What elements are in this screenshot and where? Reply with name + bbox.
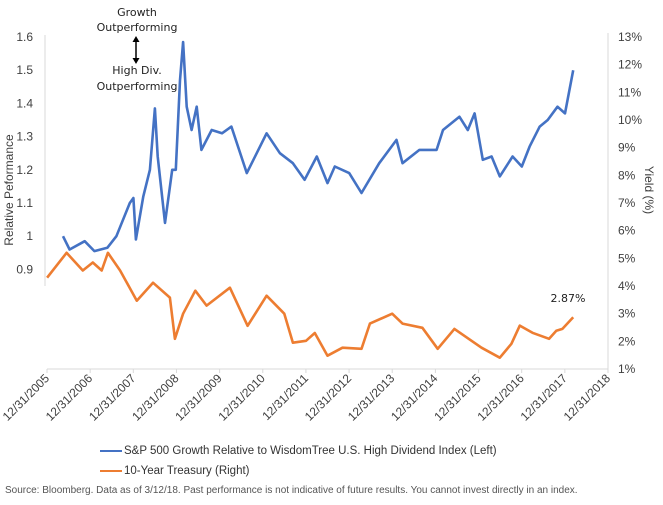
- series-line-treasury: [46, 251, 575, 359]
- annotation-high-div: High Div.: [112, 64, 161, 77]
- legend-swatch-orange: [100, 470, 122, 472]
- y-left-tick-label: 0.9: [16, 262, 33, 276]
- annotation-growth-outperforming: Outperforming: [97, 21, 178, 34]
- y-right-tick-label: 3%: [618, 307, 636, 321]
- y-right-tick-label: 10%: [618, 113, 642, 127]
- y-right-tick-label: 6%: [618, 224, 636, 238]
- y-right-tick-label: 8%: [618, 168, 636, 182]
- y-right-tick-label: 1%: [618, 362, 636, 376]
- y-right-tick-label: 9%: [618, 141, 636, 155]
- x-tick-label: 12/31/2018: [561, 371, 614, 424]
- y-left-tick-label: 1.2: [16, 163, 33, 177]
- y-left-tick-label: 1.3: [16, 130, 33, 144]
- y-left-tick-label: 1: [26, 229, 33, 243]
- legend-label: 10-Year Treasury (Right): [124, 465, 250, 477]
- y-left-title: Relative Peformance: [2, 134, 16, 246]
- y-right-tick-label: 13%: [618, 30, 642, 44]
- y-right-tick-label: 5%: [618, 251, 636, 265]
- y-right-tick-label: 7%: [618, 196, 636, 210]
- end-value-label: 2.87%: [551, 292, 586, 305]
- legend-label: S&P 500 Growth Relative to WisdomTree U.…: [124, 445, 497, 457]
- y-left-tick-label: 1.5: [16, 63, 33, 77]
- y-right-title: Yield (%): [642, 166, 656, 214]
- annotation-high-div-outperforming: Outperforming: [97, 80, 178, 93]
- y-right-tick-label: 4%: [618, 279, 636, 293]
- double-arrow-icon: [132, 36, 140, 64]
- series-line-growth-relative: [61, 40, 575, 253]
- legend-swatch-blue: [100, 450, 122, 452]
- y-right-tick-label: 2%: [618, 334, 636, 348]
- y-left-tick-label: 1.4: [16, 96, 33, 110]
- annotation-growth: Growth: [117, 6, 157, 19]
- y-left-tick-label: 1.6: [16, 30, 33, 44]
- source-note: Source: Bloomberg. Data as of 3/12/18. P…: [5, 485, 578, 496]
- y-right-tick-label: 12%: [618, 58, 642, 72]
- x-tick-label: 12/31/2010: [216, 371, 269, 424]
- y-left-tick-label: 1.1: [16, 196, 33, 210]
- legend-item-treasury: 10-Year Treasury (Right): [100, 465, 250, 477]
- y-right-tick-label: 11%: [618, 85, 641, 99]
- legend-item-growth-relative: S&P 500 Growth Relative to WisdomTree U.…: [100, 445, 497, 457]
